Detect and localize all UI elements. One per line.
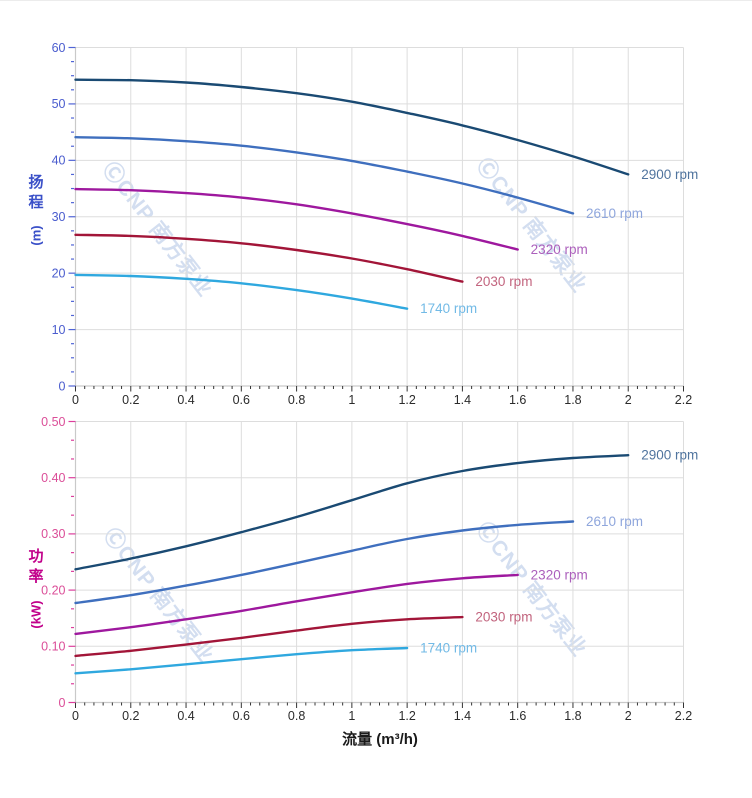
x-ticks — [75, 702, 684, 708]
y-tick-label: 20 — [52, 266, 66, 280]
curve-label-2610-head: 2610 rpm — [586, 206, 643, 221]
y-tick-label: 0 — [59, 696, 66, 710]
y-tick-label: 0.50 — [41, 415, 65, 429]
x-tick-label: 1.4 — [454, 709, 471, 723]
x-tick-label: 1.6 — [509, 393, 526, 407]
x-tick-label: 0.6 — [233, 709, 250, 723]
power-axis-unit: (kW) — [28, 599, 44, 629]
x-tick-label: 0.2 — [122, 709, 139, 723]
curve-label-2900-power: 2900 rpm — [641, 448, 698, 463]
curve-label-2320-head: 2320 rpm — [531, 242, 588, 257]
power-chart: 0 0.2 0.4 0.6 0.8 1 1.2 1.4 1.6 1.8 2 2.2 0 0.10 0.20 0… — [41, 415, 698, 723]
curve-2900-head — [74, 78, 630, 176]
x-tick-label: 1.8 — [564, 393, 581, 407]
head-chart: 0 0.2 0.4 0.6 0.8 1 1.2 1.4 1.6 1.8 2 2.2 0 10 20 30 40 5… — [52, 41, 699, 407]
curve-2320-head — [74, 187, 519, 251]
curve-label-2030-head: 2030 rpm — [475, 274, 532, 289]
curve-2030-head — [74, 233, 464, 283]
x-tick-label: 2.2 — [675, 709, 692, 723]
gridlines — [75, 47, 684, 386]
head-axis-title-text: 扬程 — [28, 174, 44, 211]
x-tick-label: 0.8 — [288, 709, 305, 723]
x-tick-label: 1.6 — [509, 709, 526, 723]
x-ticks — [75, 386, 684, 392]
y-ticks — [68, 420, 76, 704]
x-tick-label: 1.4 — [454, 393, 471, 407]
curve-label-2610-power: 2610 rpm — [586, 514, 643, 529]
gridlines — [75, 421, 684, 703]
y-tick-label: 60 — [52, 41, 66, 55]
x-tick-label: 0 — [72, 393, 79, 407]
x-tick-label: 0.2 — [122, 393, 139, 407]
x-tick-label: 0.4 — [177, 393, 194, 407]
head-axis-unit: (m) — [28, 224, 44, 246]
x-tick-label: 0.4 — [177, 709, 194, 723]
curve-1740-power — [74, 646, 409, 675]
y-tick-label: 0.40 — [41, 471, 65, 485]
y-tick-label: 0.10 — [41, 640, 65, 654]
curve-label-2320-power: 2320 rpm — [531, 567, 588, 582]
curve-label-2900-head: 2900 rpm — [641, 167, 698, 182]
x-tick-label: 1.8 — [564, 709, 581, 723]
curve-label-2030-power: 2030 rpm — [475, 610, 532, 625]
x-tick-label: 0.6 — [233, 393, 250, 407]
y-tick-label: 0.30 — [41, 527, 65, 541]
curve-2610-head — [74, 136, 575, 215]
y-ticks — [68, 46, 76, 387]
y-tick-label: 50 — [52, 97, 66, 111]
curve-label-1740-power: 1740 rpm — [420, 640, 477, 655]
curve-2030-power — [74, 615, 464, 658]
x-tick-label: 1 — [348, 393, 355, 407]
y-tick-label: 30 — [52, 210, 66, 224]
power-axis-title-text: 功率 — [28, 548, 44, 585]
y-tick-label: 0.20 — [41, 583, 65, 597]
y-tick-label: 10 — [52, 323, 66, 337]
curve-1740-head — [74, 273, 409, 310]
curve-label-1740-head: 1740 rpm — [420, 301, 477, 316]
y-tick-label: 0 — [59, 379, 66, 393]
x-tick-label: 2.2 — [675, 393, 692, 407]
y-tick-label: 40 — [52, 154, 66, 168]
x-tick-label: 1 — [348, 709, 355, 723]
curve-2610-power — [74, 520, 575, 605]
x-tick-label: 2 — [625, 393, 632, 407]
x-tick-label: 0.8 — [288, 393, 305, 407]
curve-2900-power — [74, 454, 630, 571]
head-axis-title: 扬程 (m) — [13, 173, 59, 252]
power-axis-title: 功率 (kW) — [13, 547, 59, 636]
x-tick-label: 0 — [72, 709, 79, 723]
x-tick-label: 2 — [625, 709, 632, 723]
curve-2320-power — [74, 573, 519, 636]
x-tick-label: 1.2 — [398, 393, 415, 407]
x-tick-label: 1.2 — [398, 709, 415, 723]
flow-axis-title: 流量 (m³/h) — [342, 731, 418, 748]
